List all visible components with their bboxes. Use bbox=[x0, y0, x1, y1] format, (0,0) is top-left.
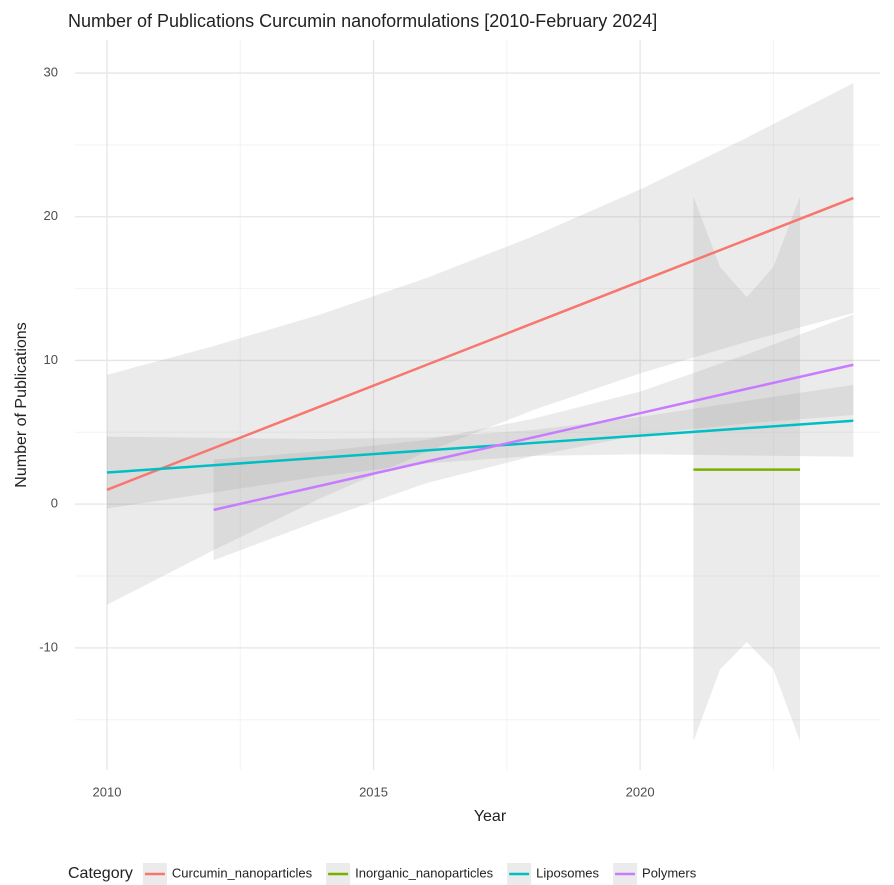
x-tick-label: 2020 bbox=[626, 784, 655, 799]
y-axis-title: Number of Publications bbox=[13, 322, 30, 487]
legend-label: Curcumin_nanoparticles bbox=[172, 865, 313, 880]
chart-title: Number of Publications Curcumin nanoform… bbox=[68, 11, 657, 31]
bands bbox=[106, 83, 854, 742]
series-line bbox=[106, 196, 854, 491]
y-tick-label: 20 bbox=[44, 208, 58, 223]
legend-label: Inorganic_nanoparticles bbox=[355, 865, 494, 880]
legend: Category Curcumin_nanoparticles Inorganic_… bbox=[68, 863, 697, 885]
y-tick-label: 30 bbox=[44, 64, 58, 79]
legend-label: Polymers bbox=[642, 865, 697, 880]
legend-title: Category bbox=[68, 865, 133, 882]
lines bbox=[106, 196, 854, 512]
series-line bbox=[213, 363, 854, 512]
x-axis-title: Year bbox=[474, 808, 507, 825]
legend-label: Liposomes bbox=[536, 865, 599, 880]
series-line bbox=[106, 419, 854, 474]
y-tick-label: 0 bbox=[51, 496, 58, 511]
y-tick-label: -10 bbox=[39, 639, 58, 654]
y-tick-label: 10 bbox=[44, 352, 58, 367]
x-tick-label: 2015 bbox=[359, 784, 388, 799]
grid bbox=[75, 40, 880, 770]
x-tick-label: 2010 bbox=[93, 784, 122, 799]
